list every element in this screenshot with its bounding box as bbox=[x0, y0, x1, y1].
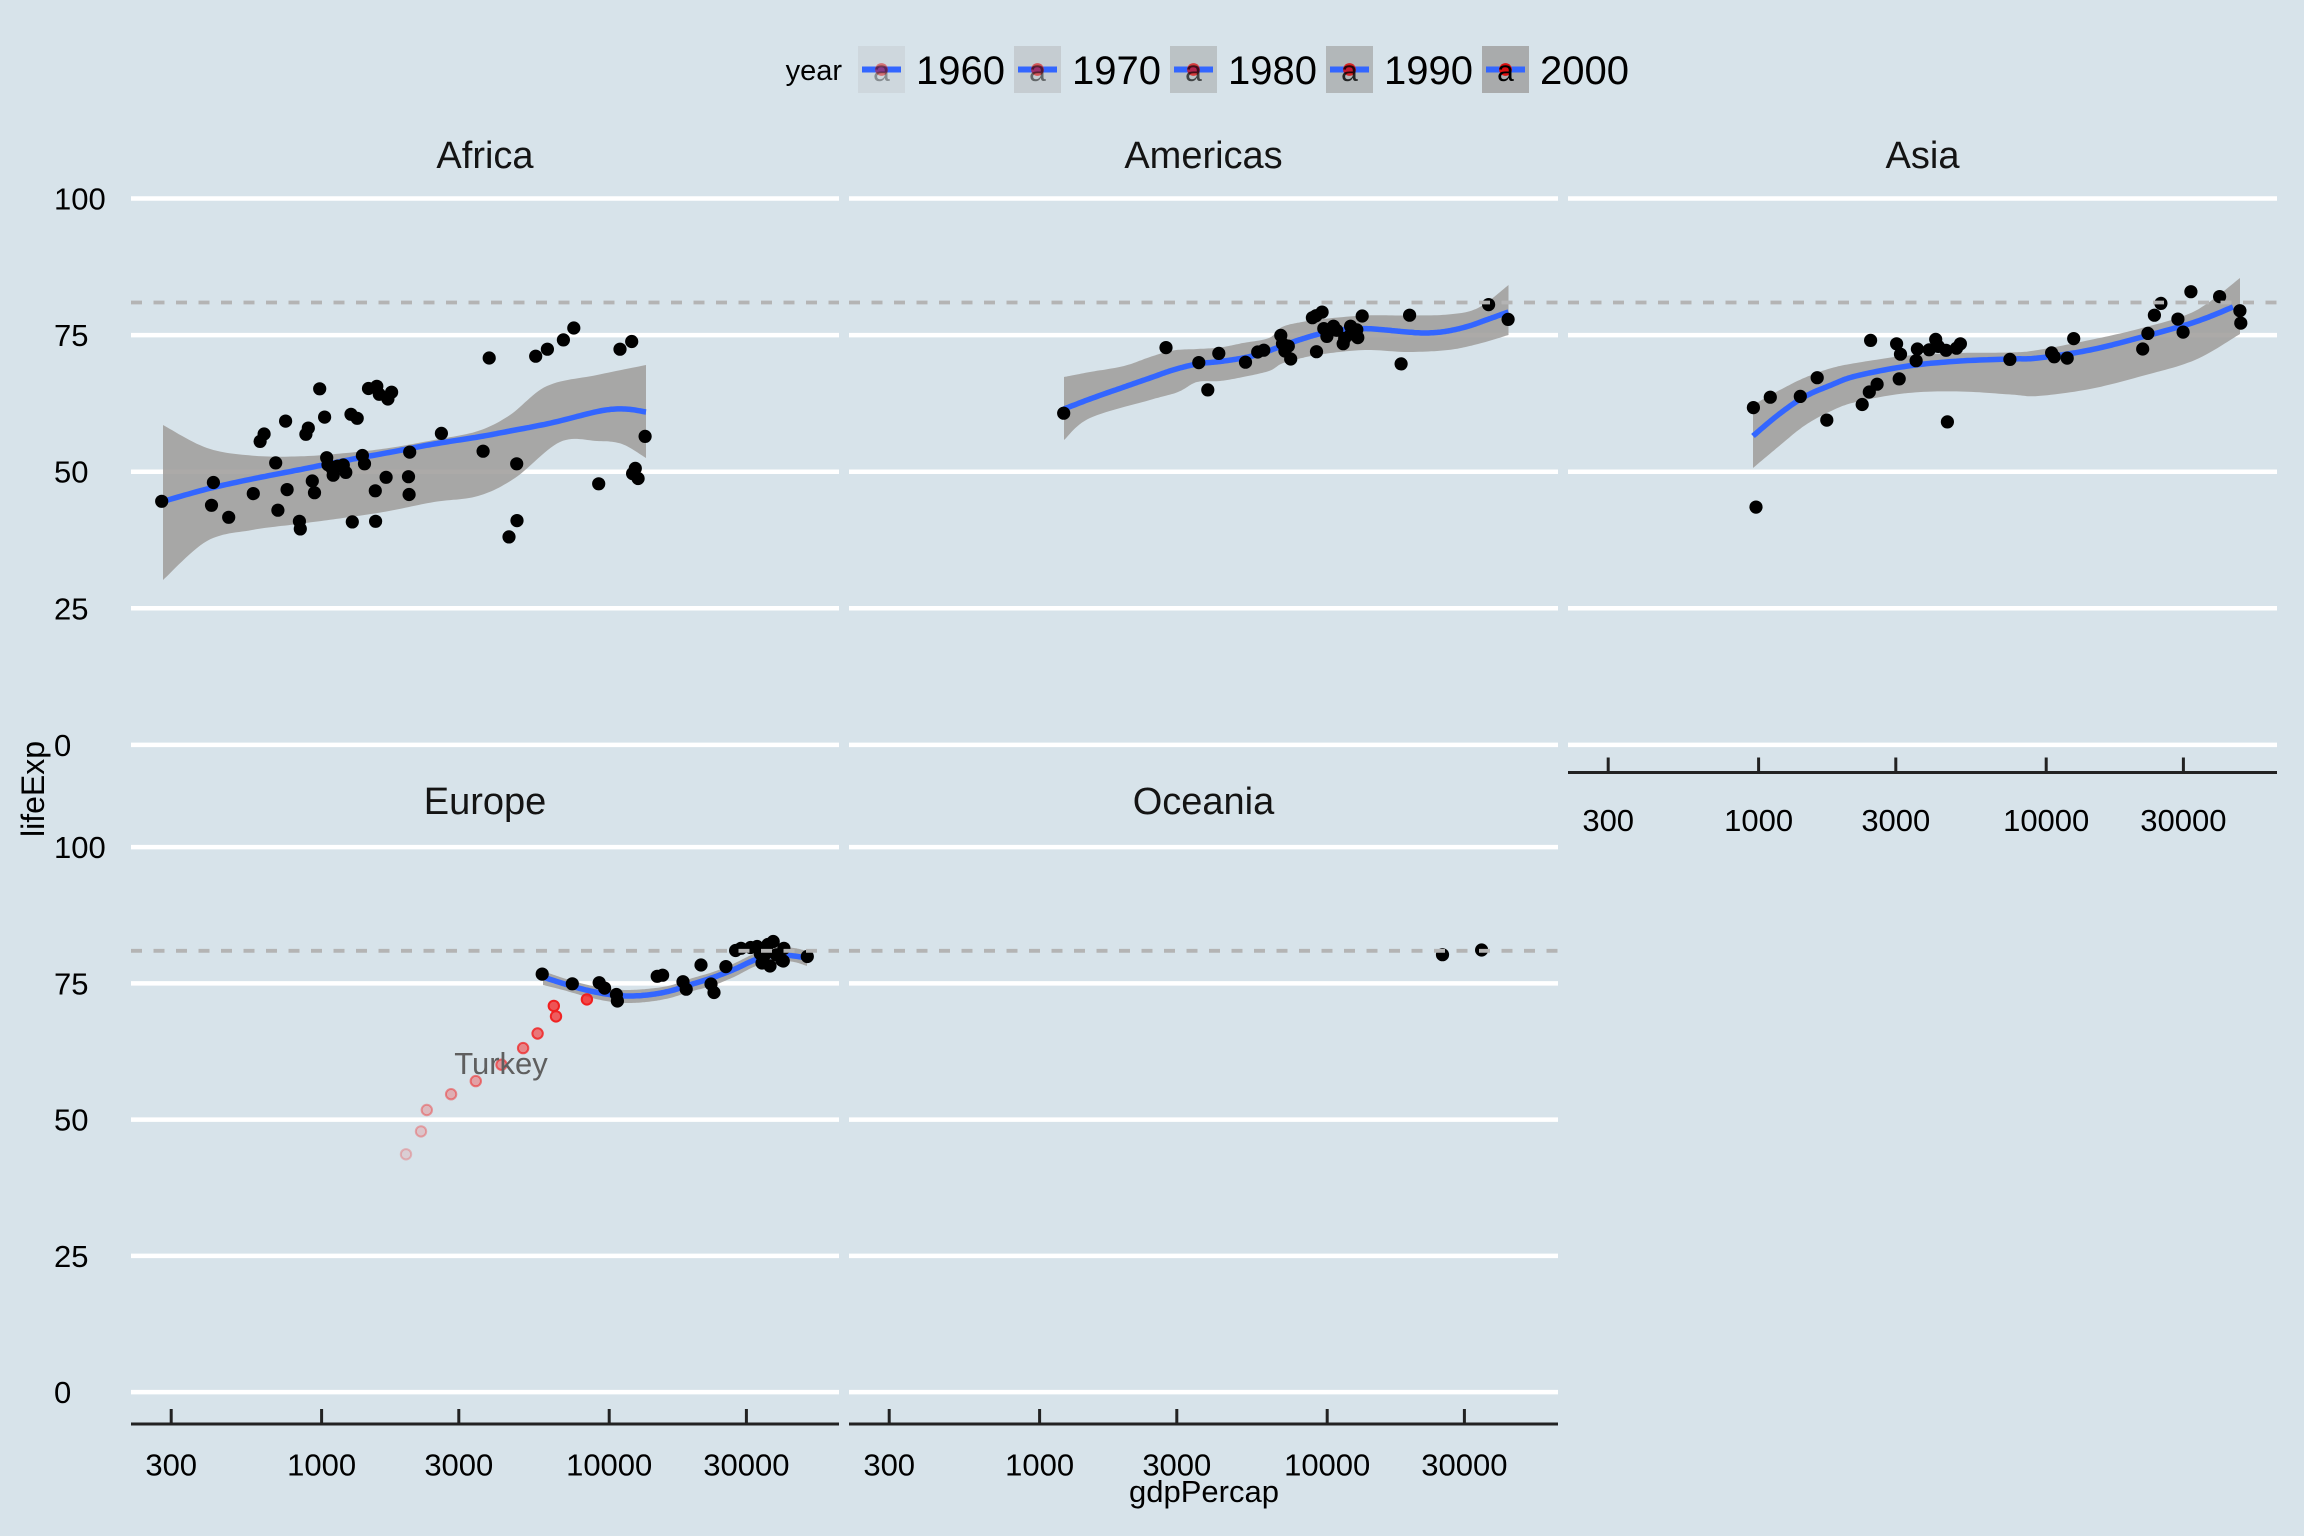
svg-text:300: 300 bbox=[1582, 803, 1634, 838]
svg-text:1980: 1980 bbox=[1228, 49, 1317, 93]
svg-text:0: 0 bbox=[54, 728, 71, 763]
svg-text:Europe: Europe bbox=[424, 781, 547, 823]
svg-text:3000: 3000 bbox=[1142, 1448, 1211, 1483]
svg-text:1000: 1000 bbox=[1005, 1448, 1074, 1483]
svg-text:300: 300 bbox=[145, 1448, 197, 1483]
svg-text:1970: 1970 bbox=[1072, 49, 1161, 93]
svg-text:0: 0 bbox=[54, 1375, 71, 1410]
svg-text:a: a bbox=[1029, 55, 1046, 88]
svg-text:50: 50 bbox=[54, 455, 88, 490]
svg-text:50: 50 bbox=[54, 1103, 88, 1138]
svg-text:Asia: Asia bbox=[1886, 135, 1961, 177]
svg-text:year: year bbox=[786, 55, 843, 87]
svg-text:Americas: Americas bbox=[1124, 135, 1282, 177]
svg-text:30000: 30000 bbox=[703, 1448, 789, 1483]
svg-text:10000: 10000 bbox=[566, 1448, 652, 1483]
svg-text:gdpPercap: gdpPercap bbox=[1129, 1474, 1279, 1509]
svg-text:Oceania: Oceania bbox=[1133, 781, 1275, 823]
svg-text:2000: 2000 bbox=[1540, 49, 1629, 93]
svg-text:100: 100 bbox=[54, 182, 106, 217]
svg-text:3000: 3000 bbox=[424, 1448, 493, 1483]
svg-text:3000: 3000 bbox=[1861, 803, 1930, 838]
svg-text:75: 75 bbox=[54, 318, 88, 353]
svg-text:a: a bbox=[1341, 55, 1358, 88]
svg-text:Africa: Africa bbox=[436, 135, 534, 177]
svg-text:10000: 10000 bbox=[1284, 1448, 1370, 1483]
svg-text:1000: 1000 bbox=[287, 1448, 356, 1483]
svg-text:1000: 1000 bbox=[1724, 803, 1793, 838]
svg-text:a: a bbox=[873, 55, 890, 88]
svg-text:30000: 30000 bbox=[1421, 1448, 1507, 1483]
svg-text:100: 100 bbox=[54, 830, 106, 865]
svg-text:75: 75 bbox=[54, 966, 88, 1001]
svg-text:a: a bbox=[1185, 55, 1202, 88]
svg-text:1990: 1990 bbox=[1384, 49, 1473, 93]
svg-text:25: 25 bbox=[54, 591, 88, 626]
svg-text:10000: 10000 bbox=[2003, 803, 2089, 838]
svg-text:1960: 1960 bbox=[916, 49, 1005, 93]
svg-text:300: 300 bbox=[863, 1448, 915, 1483]
svg-text:Turkey: Turkey bbox=[454, 1046, 548, 1081]
svg-text:lifeExp: lifeExp bbox=[15, 741, 51, 837]
svg-text:25: 25 bbox=[54, 1239, 88, 1274]
svg-text:a: a bbox=[1497, 55, 1514, 88]
svg-text:30000: 30000 bbox=[2140, 803, 2226, 838]
